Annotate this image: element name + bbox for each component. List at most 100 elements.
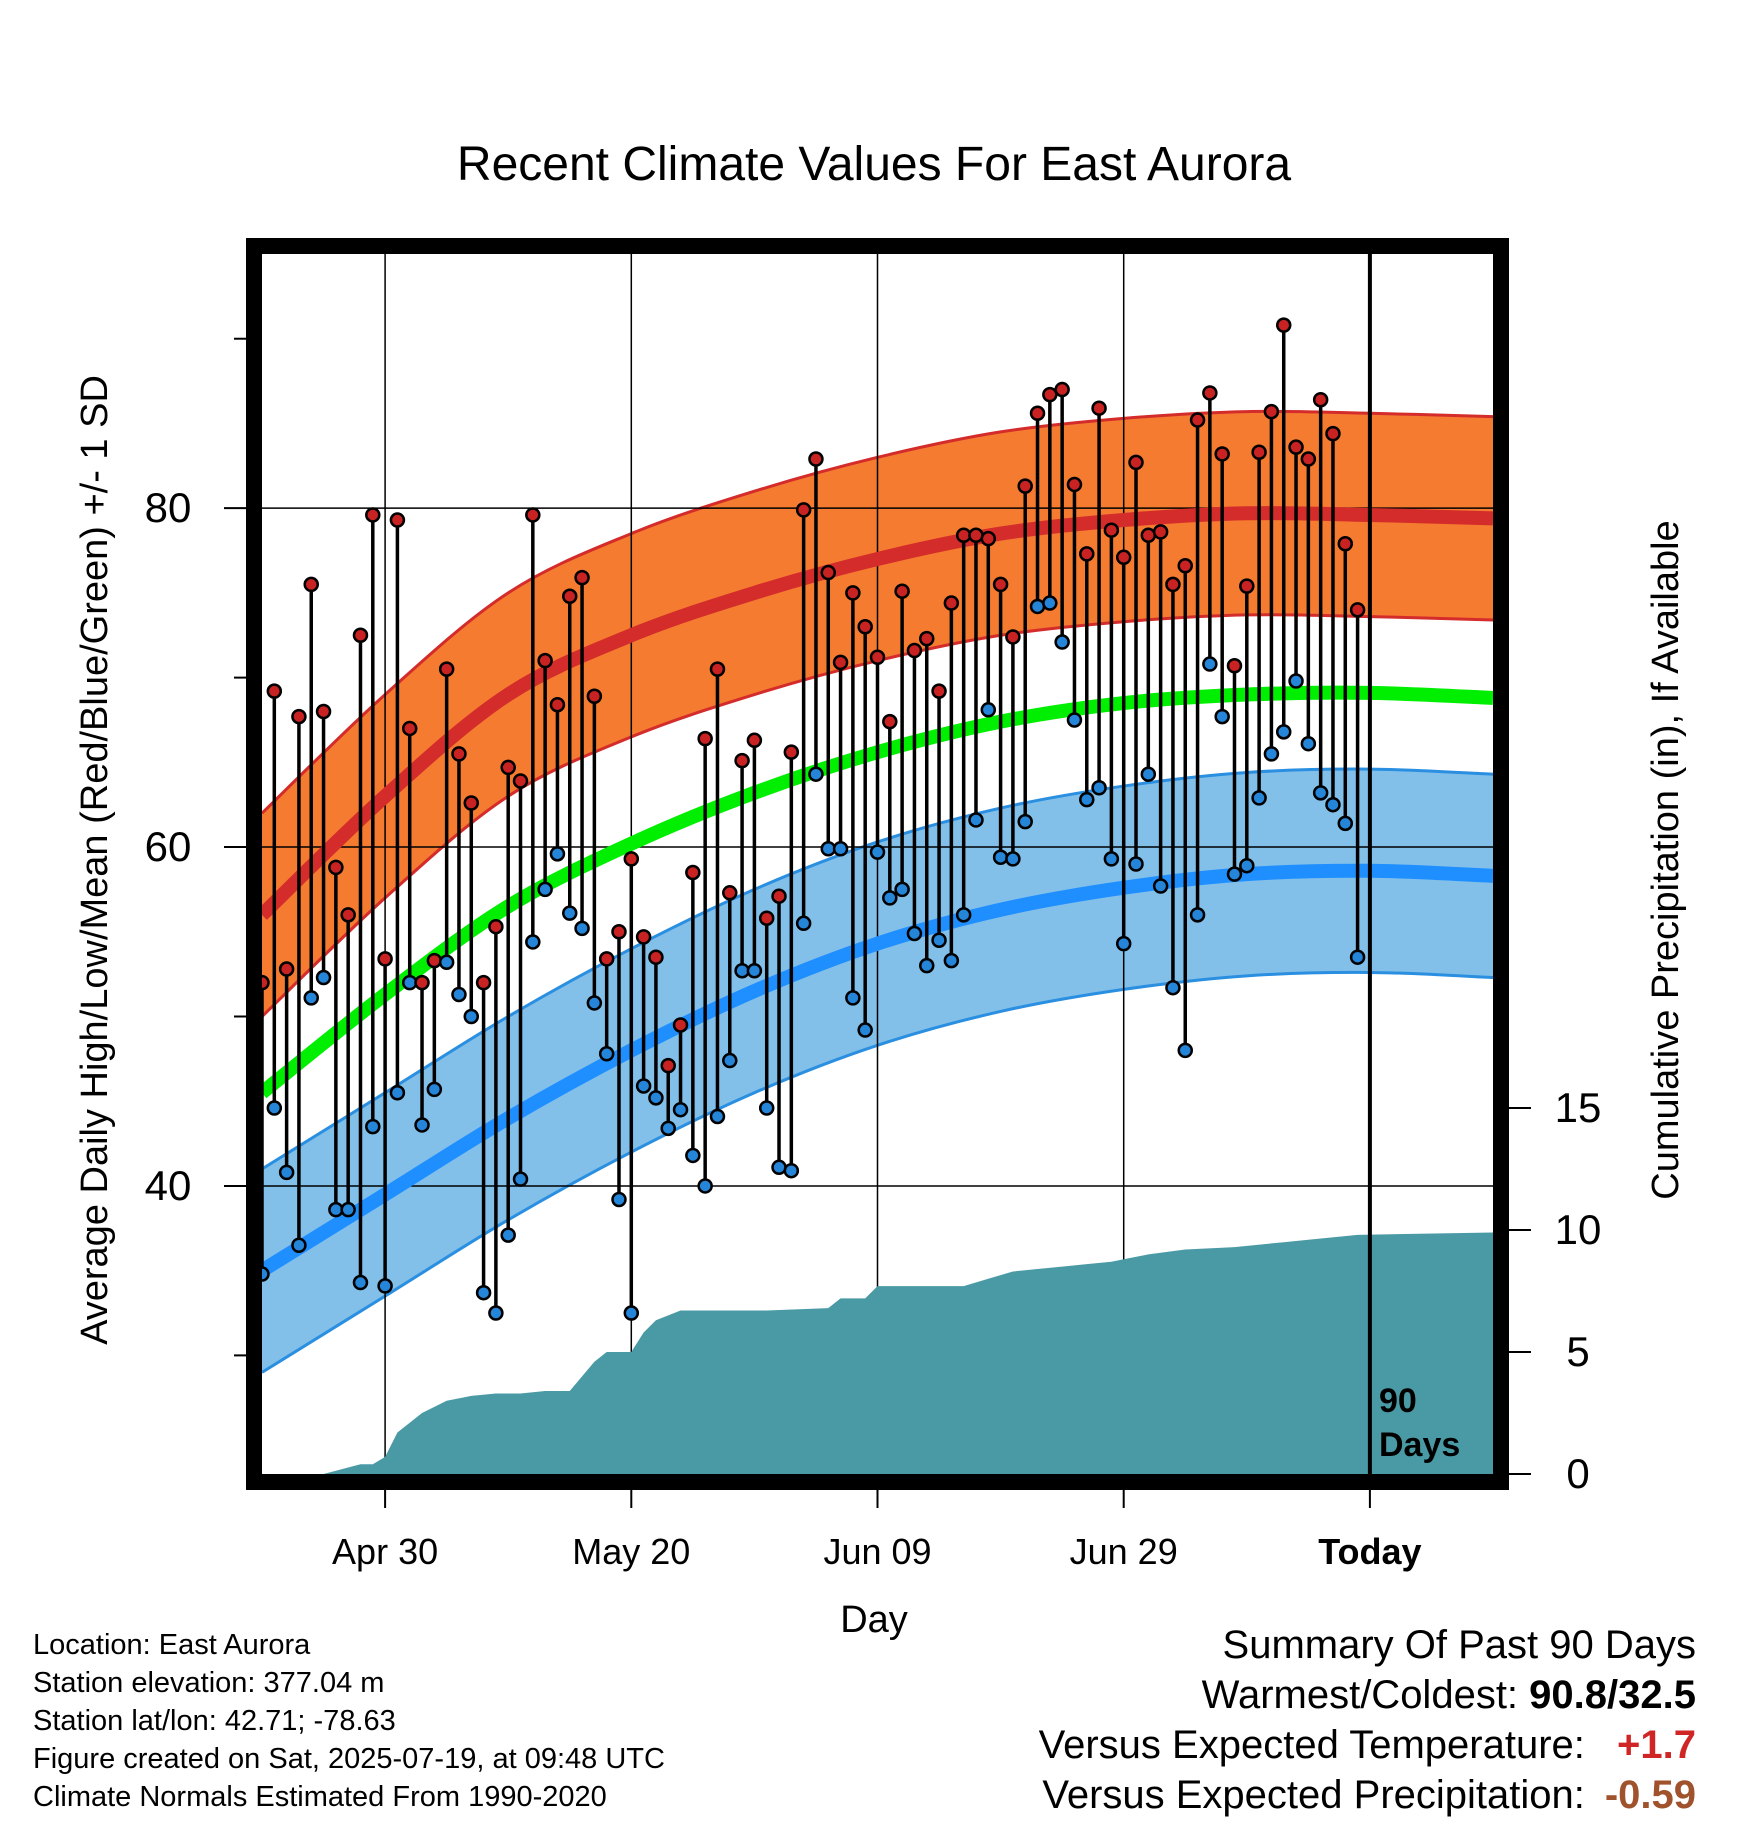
daily-high-point <box>426 952 443 969</box>
chart-title: Recent Climate Values For East Aurora <box>457 138 1291 191</box>
today-label-line1: 90 <box>1379 1382 1417 1420</box>
daily-high-point <box>845 585 861 601</box>
daily-high-point <box>1214 446 1230 462</box>
daily-high-point <box>525 507 541 523</box>
daily-high-point <box>549 696 566 713</box>
daily-high-point <box>574 569 590 586</box>
daily-low-point <box>1312 785 1329 801</box>
daily-low-point <box>1029 598 1046 615</box>
daily-high-point <box>1337 536 1354 552</box>
daily-low-point <box>340 1201 356 1218</box>
daily-low-point <box>328 1201 344 1218</box>
daily-high-point <box>1042 386 1058 403</box>
daily-high-point <box>1115 549 1132 566</box>
high-band-upper-edge <box>262 409 1493 815</box>
daily-high-point <box>1005 629 1021 645</box>
warm-cold-label: Warmest/Coldest: <box>1201 1673 1519 1717</box>
daily-low-point <box>488 1305 504 1321</box>
daily-high-point <box>783 744 800 760</box>
daily-low-point <box>660 1120 676 1137</box>
daily-high-point <box>709 661 726 677</box>
y2-tick-label: 15 <box>1555 1084 1602 1131</box>
daily-high-point <box>291 708 307 725</box>
daily-high-point <box>500 759 516 776</box>
today-label-line2: Days <box>1379 1426 1460 1464</box>
daily-low-point <box>1054 634 1070 650</box>
daily-low-point <box>758 1100 775 1116</box>
created-text: Figure created on Sat, 2025-07-19, at 09… <box>33 1743 665 1775</box>
daily-low-point <box>685 1147 701 1164</box>
summary-temp: Versus Expected Temperature: +1.7 <box>1039 1720 1696 1770</box>
daily-low-point <box>525 934 541 950</box>
precip-label: Versus Expected Precipitation: <box>1042 1773 1585 1817</box>
daily-high-point <box>537 652 553 669</box>
daily-low-point <box>1251 790 1267 806</box>
daily-high-point <box>1017 478 1033 494</box>
y-tick-label: 80 <box>145 484 192 531</box>
daily-high-point <box>968 527 984 544</box>
daily-low-point <box>475 1284 492 1301</box>
daily-high-point <box>401 720 418 737</box>
daily-low-point <box>623 1305 640 1321</box>
daily-low-point <box>635 1078 652 1094</box>
daily-high-point <box>857 619 873 635</box>
daily-low-point <box>401 974 418 991</box>
daily-low-point <box>1214 708 1230 725</box>
daily-high-point <box>1029 405 1046 422</box>
daily-low-point <box>931 932 947 948</box>
daily-low-point <box>1288 673 1304 689</box>
daily-low-point <box>894 881 910 898</box>
daily-low-point <box>389 1085 406 1101</box>
daily-high-point <box>918 630 935 647</box>
y-axis-label: Average Daily High/Low/Mean (Red/Blue/Gr… <box>74 375 116 1345</box>
daily-high-point <box>328 859 344 876</box>
normals-period-text: Climate Normals Estimated From 1990-2020 <box>33 1781 607 1813</box>
station-info: Location: East Aurora Station elevation:… <box>33 1626 665 1816</box>
daily-low-point <box>869 844 886 860</box>
daily-low-point <box>992 849 1009 865</box>
low-normal-line <box>262 863 1493 1277</box>
daily-low-point <box>734 963 750 979</box>
daily-low-point <box>1337 815 1354 832</box>
daily-low-point <box>1239 857 1255 874</box>
daily-high-point <box>586 688 603 704</box>
daily-low-point <box>697 1178 713 1194</box>
daily-high-point <box>795 502 812 518</box>
daily-low-point <box>1189 907 1206 923</box>
daily-high-point <box>1226 658 1243 674</box>
y-tick-label: 60 <box>145 823 192 870</box>
high-normal-line <box>262 506 1493 920</box>
y-tick-label: 40 <box>145 1162 192 1209</box>
daily-high-point <box>278 961 295 977</box>
x-tick-label: Jun 09 <box>823 1531 931 1572</box>
daily-high-point <box>377 951 393 967</box>
daily-low-point <box>1325 796 1341 813</box>
daily-high-point <box>746 732 763 749</box>
daily-high-point <box>303 576 319 593</box>
daily-low-point <box>1103 851 1120 867</box>
daily-high-point <box>1054 381 1070 398</box>
daily-high-point <box>414 974 430 991</box>
daily-high-point <box>820 564 837 581</box>
daily-low-point <box>1091 780 1107 796</box>
daily-low-point <box>955 907 972 923</box>
daily-high-point <box>1140 527 1157 544</box>
temp-label: Versus Expected Temperature: <box>1038 1723 1585 1767</box>
x-tick-label: Apr 30 <box>332 1531 438 1572</box>
daily-low-point <box>1017 813 1033 830</box>
daily-low-point <box>1079 791 1095 808</box>
daily-low-point <box>500 1227 516 1243</box>
summary-warm-cold: Warmest/Coldest: 90.8/32.5 <box>1039 1670 1696 1720</box>
summary-title: Summary Of Past 90 Days <box>1222 1623 1696 1667</box>
daily-high-point <box>931 683 947 699</box>
daily-high-point <box>832 654 849 671</box>
daily-high-point <box>635 929 652 945</box>
daily-low-point <box>968 812 984 828</box>
daily-low-point <box>1066 712 1083 728</box>
daily-high-point <box>438 661 455 677</box>
daily-high-point <box>869 649 886 666</box>
daily-high-point <box>475 974 492 991</box>
daily-low-point <box>746 963 763 979</box>
precip-value: -0.59 <box>1604 1773 1696 1817</box>
